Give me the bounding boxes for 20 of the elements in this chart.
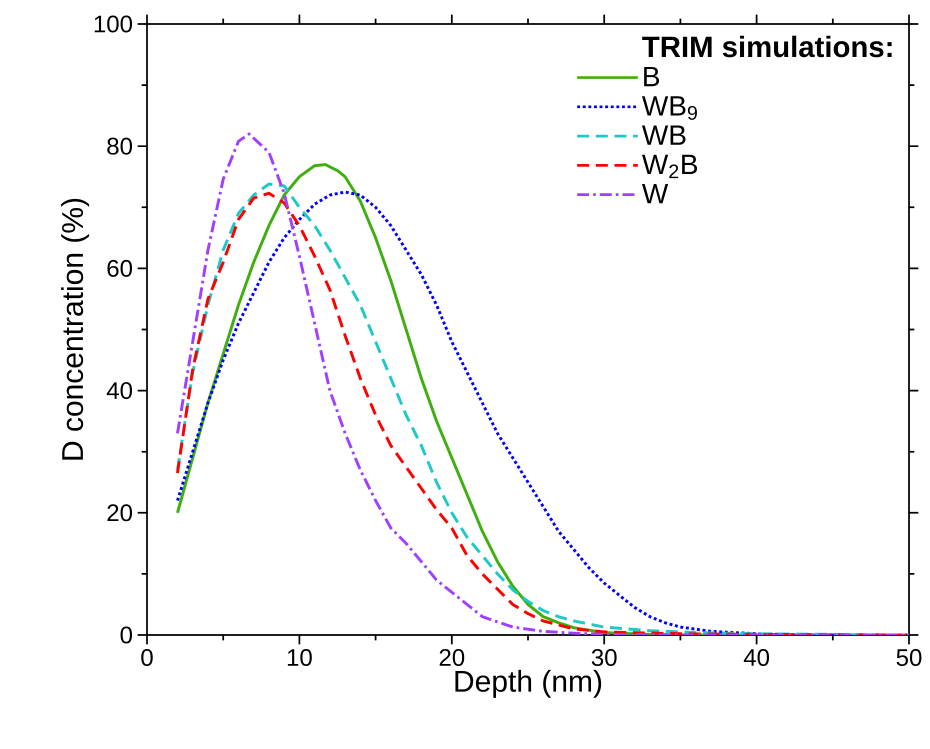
legend-label: WB (642, 125, 686, 145)
x-tick-label: 0 (141, 649, 153, 666)
y-tick-label: 100 (94, 15, 132, 32)
x-tick-label: 20 (440, 649, 464, 666)
y-axis-title: D concentration (%) (61, 198, 90, 460)
legend-label: B (644, 66, 660, 86)
legend-label: W (642, 184, 668, 204)
legend-label: WB$_{9}$ (642, 96, 697, 120)
legend-label: W$_{2}$B (642, 154, 698, 178)
x-tick-label: 40 (744, 649, 770, 666)
y-tick-label: 80 (107, 138, 132, 155)
legend-title: TRIM simulations: (642, 36, 892, 58)
x-axis-title: Depth (nm) (455, 670, 602, 698)
x-tick-label: 30 (592, 649, 617, 666)
y-tick-label: 20 (107, 504, 132, 522)
x-tick-label: 50 (896, 649, 922, 666)
x-tick-label: 10 (288, 649, 312, 666)
y-tick-label: 60 (107, 260, 132, 277)
y-tick-label: 0 (120, 626, 132, 644)
y-tick-label: 40 (106, 382, 132, 400)
